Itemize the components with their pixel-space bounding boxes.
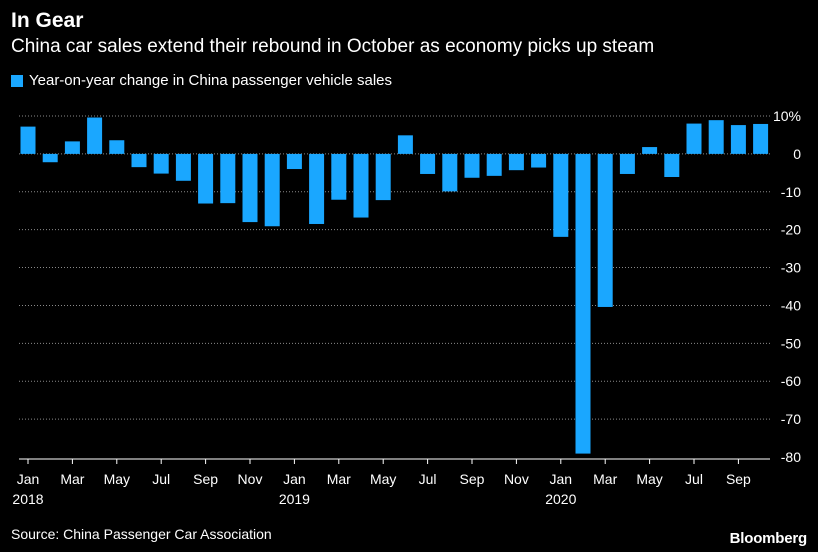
x-tick-label: Mar: [60, 471, 84, 487]
y-tick-label: -50: [781, 335, 801, 351]
x-tick-label: May: [104, 471, 130, 487]
source-note: Source: China Passenger Car Association: [11, 526, 272, 542]
bar: [708, 120, 724, 154]
legend-label: Year-on-year change in China passenger v…: [29, 72, 393, 89]
chart-title: In Gear: [11, 9, 84, 32]
bar: [619, 153, 635, 174]
x-tick-label: Jan: [550, 471, 573, 487]
x-tick-label: May: [370, 471, 396, 487]
bar: [664, 153, 680, 178]
bar: [286, 153, 302, 170]
bar: [686, 123, 702, 154]
bar: [597, 153, 613, 307]
x-tick-label: Jul: [152, 471, 170, 487]
bar: [220, 153, 236, 204]
bar: [753, 123, 769, 154]
y-tick-label: -80: [781, 449, 801, 465]
bar: [153, 153, 169, 174]
bar: [64, 141, 80, 154]
y-tick-label: -40: [781, 297, 801, 313]
bar: [553, 153, 569, 237]
bar: [397, 135, 413, 154]
x-tick-label: Jul: [685, 471, 703, 487]
y-axis: 10% 0 -10 -20 -30 -40 -50 -60 -70 -80: [773, 108, 801, 465]
bar: [730, 125, 746, 154]
y-tick-label: 0: [793, 146, 801, 162]
bar: [353, 153, 369, 218]
y-tick-label: 10%: [773, 108, 801, 124]
x-tick-label: Sep: [193, 471, 218, 487]
x-tick-label: Jul: [419, 471, 437, 487]
x-tick-label: Mar: [327, 471, 351, 487]
bar: [20, 126, 36, 154]
y-tick-label: -20: [781, 222, 801, 238]
x-tick-label: Mar: [593, 471, 617, 487]
bar: [531, 153, 547, 168]
x-tick-label: Sep: [460, 471, 485, 487]
x-tick-label: Nov: [238, 471, 263, 487]
legend-swatch: [11, 74, 23, 87]
x-axis: Jan 2018 Mar May Jul Sep Nov Jan 2019 Mar May Jul Se…: [12, 458, 770, 507]
x-year-label: 2020: [545, 491, 576, 507]
x-tick-label: Nov: [504, 471, 529, 487]
y-tick-label: -70: [781, 411, 801, 427]
bar: [42, 153, 58, 163]
chart-legend: Year-on-year change in China passenger v…: [11, 72, 392, 89]
x-tick-label: Sep: [726, 471, 751, 487]
bar: [420, 153, 436, 174]
bar: [486, 153, 502, 176]
bar: [309, 153, 325, 224]
x-tick-label: Jan: [17, 471, 40, 487]
x-year-label: 2018: [12, 491, 43, 507]
y-tick-label: -10: [781, 184, 801, 200]
bar: [264, 153, 280, 227]
x-tick-label: Jan: [283, 471, 306, 487]
bar: [87, 117, 103, 154]
bar: [175, 153, 191, 181]
bar: [198, 153, 214, 204]
bar: [109, 140, 125, 154]
bar: [131, 153, 147, 168]
grid-lines: [19, 115, 770, 420]
bar: [642, 147, 658, 154]
bars: [20, 117, 769, 454]
bar: [464, 153, 480, 178]
x-year-label: 2019: [279, 491, 310, 507]
bar: [375, 153, 391, 201]
y-tick-label: -60: [781, 373, 801, 389]
chart-subtitle: China car sales extend their rebound in …: [11, 36, 655, 57]
bar: [575, 153, 591, 454]
x-tick-label: May: [636, 471, 662, 487]
y-tick-label: -30: [781, 260, 801, 276]
bar: [442, 153, 458, 192]
bloomberg-logo: Bloomberg: [729, 530, 808, 547]
bar: [508, 153, 524, 171]
bar: [242, 153, 258, 223]
bar: [331, 153, 347, 200]
